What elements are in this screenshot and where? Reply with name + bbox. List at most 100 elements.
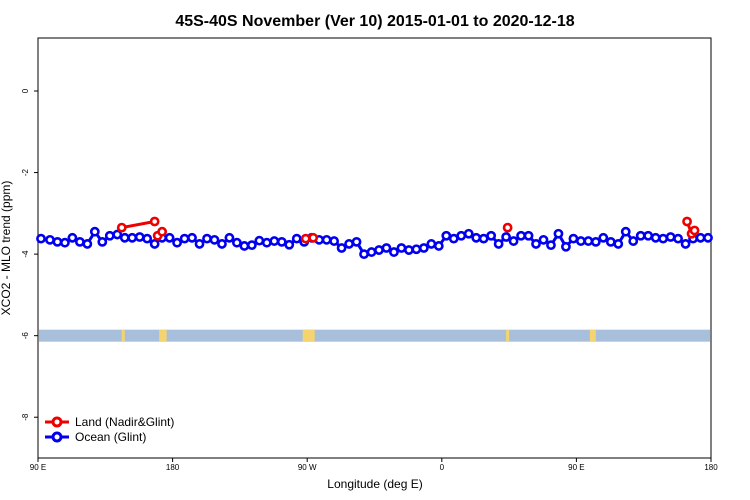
ocean-point [665, 232, 676, 242]
land-patch [589, 329, 596, 342]
land-patch [302, 329, 315, 342]
y-tick-label: -4 [21, 250, 30, 258]
ocean-point [620, 226, 631, 237]
land-point [116, 222, 127, 233]
ocean-point [36, 233, 46, 244]
x-tick-label: 180 [704, 463, 718, 472]
ocean-point [583, 236, 594, 246]
ocean-point [134, 232, 145, 242]
ocean-point [396, 243, 407, 253]
ocean-point [261, 237, 272, 248]
ocean-point [97, 236, 108, 247]
ocean-point [448, 233, 459, 244]
ocean-point [389, 247, 399, 257]
ocean-point [224, 232, 235, 243]
ocean-point [329, 236, 340, 246]
land-sea-strip [39, 329, 710, 342]
ocean-point [531, 239, 541, 249]
land-point [149, 216, 160, 227]
axes: 90 E 180 90 W 0 90 E 180 0 -2 -4 -6 -8 [21, 88, 718, 472]
ocean-point [269, 236, 280, 246]
y-tick-label: -2 [21, 168, 30, 176]
ocean-point [291, 233, 302, 244]
ocean-point [703, 232, 713, 243]
ocean-point [202, 233, 212, 244]
x-tick-label: 0 [440, 463, 445, 472]
x-axis-label: Longitude (deg E) [327, 477, 422, 491]
ocean-point [523, 230, 534, 241]
series [36, 216, 713, 260]
land-point [682, 216, 692, 227]
ocean-point [67, 232, 78, 243]
ocean-point [673, 233, 683, 244]
y-tick-label: -8 [21, 413, 30, 421]
chart-title: 45S-40S November (Ver 10) 2015-01-01 to … [175, 13, 574, 30]
land-point [502, 222, 513, 233]
plot-frame [37, 37, 712, 459]
ocean-point [142, 233, 153, 244]
y-tick-label: 0 [21, 88, 30, 93]
ocean-point [104, 230, 115, 241]
ocean-point [561, 241, 571, 252]
ocean-point [321, 234, 332, 245]
legend-item-land: Land (Nadir&Glint) [45, 415, 174, 429]
y-tick-label: -6 [21, 332, 30, 340]
ocean-point [381, 243, 392, 253]
ocean-point [89, 226, 100, 237]
ocean-point [598, 232, 609, 243]
land-series-line [121, 220, 155, 230]
ocean-point [254, 235, 265, 246]
ocean-point [52, 236, 63, 247]
ocean-point [658, 233, 669, 244]
land-point [300, 233, 311, 244]
ocean-point [344, 239, 354, 249]
ocean-point [478, 233, 489, 244]
ocean-point [403, 245, 414, 255]
ocean-point [493, 239, 504, 249]
ocean-point [628, 236, 639, 246]
ocean-point [463, 228, 474, 239]
ocean-point [568, 233, 579, 244]
ocean-point [284, 239, 295, 250]
ocean-point [351, 236, 362, 247]
ocean-point [575, 236, 586, 246]
ocean-point [149, 239, 160, 249]
ocean-point [508, 236, 519, 246]
ocean-point [411, 244, 422, 255]
ocean-point [119, 232, 130, 243]
ocean-point [45, 234, 55, 245]
x-tick-label: 90 E [568, 463, 584, 472]
land-patch [506, 329, 510, 342]
x-tick-label: 180 [166, 463, 180, 472]
ocean-point [613, 239, 624, 249]
land-patch [159, 329, 167, 342]
legend: Land (Nadir&Glint) Ocean (Glint) [45, 415, 174, 444]
ocean-point [516, 230, 526, 241]
ocean-point [456, 230, 467, 241]
ocean-point [359, 249, 369, 260]
ocean-point [374, 245, 384, 255]
ocean-point [635, 230, 646, 241]
land-point [157, 226, 168, 237]
ocean-point [239, 241, 250, 251]
ocean-point [232, 237, 242, 248]
ocean-point [336, 243, 347, 253]
ocean-point [179, 233, 190, 244]
land-point [308, 232, 319, 243]
ocean-point [209, 234, 220, 245]
ocean-point [127, 232, 138, 243]
ocean-point [418, 243, 429, 253]
ocean-point [501, 232, 512, 242]
ocean-point [546, 240, 556, 251]
ocean-point [426, 239, 437, 249]
ocean-point [276, 236, 287, 247]
legend-item-ocean: Ocean (Glint) [45, 430, 146, 444]
ocean-point [194, 239, 205, 249]
x-tick-label: 90 W [298, 463, 317, 472]
ocean-point [60, 237, 70, 248]
ocean-point [605, 236, 616, 247]
ocean-point [74, 236, 85, 247]
legend-ocean-marker [51, 431, 63, 443]
ocean-point [643, 230, 654, 241]
